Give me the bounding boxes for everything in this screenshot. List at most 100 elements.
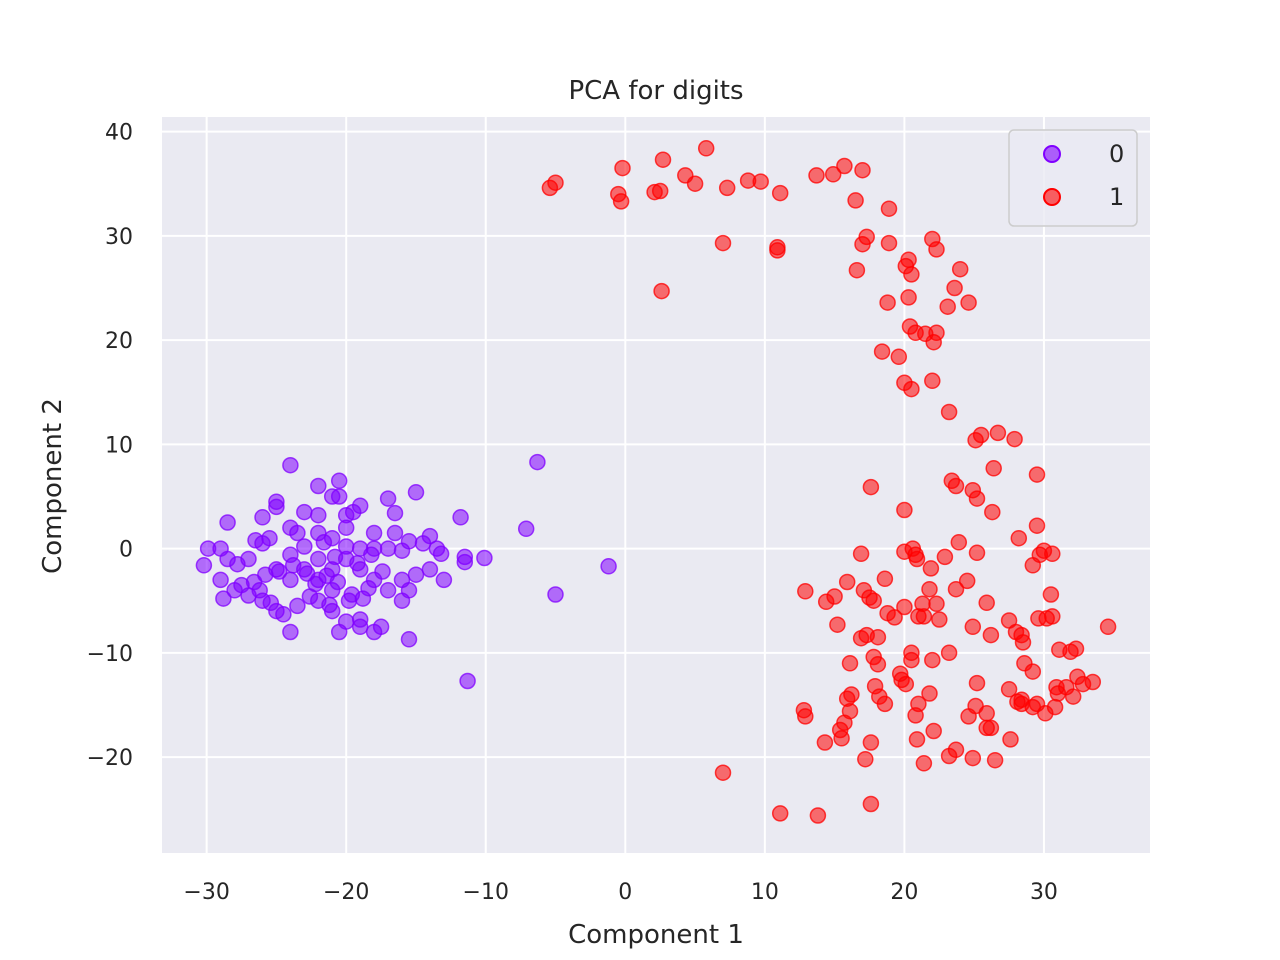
y-tick-label: 10	[105, 433, 133, 458]
data-point	[989, 424, 1007, 442]
data-point	[245, 573, 263, 591]
data-point	[752, 173, 769, 190]
data-point	[908, 731, 926, 748]
data-point	[809, 807, 827, 824]
data-point	[379, 582, 397, 599]
data-point	[654, 151, 672, 168]
data-point	[907, 707, 924, 724]
data-point	[862, 734, 880, 751]
data-point	[379, 490, 397, 507]
data-point	[296, 503, 313, 521]
legend-label-1: 1	[1109, 183, 1124, 211]
data-point	[1028, 466, 1046, 483]
data-point	[365, 524, 383, 542]
data-point	[344, 503, 362, 521]
data-point	[459, 672, 476, 690]
data-point	[289, 524, 306, 542]
data-point	[407, 484, 425, 501]
data-point	[896, 598, 913, 616]
y-tick-label: −20	[87, 746, 133, 771]
data-point	[968, 544, 986, 562]
legend-marker-1	[1043, 188, 1061, 206]
data-point	[873, 343, 891, 360]
data-point	[686, 175, 704, 192]
data-point	[862, 478, 880, 496]
data-point	[829, 616, 846, 633]
data-point	[653, 282, 670, 300]
x-tick-label: 30	[1030, 880, 1058, 905]
data-point	[718, 179, 736, 197]
y-tick-label: 0	[119, 538, 133, 563]
data-point	[330, 472, 348, 490]
data-point	[886, 609, 903, 626]
data-point	[857, 750, 874, 768]
data-point	[771, 184, 789, 202]
data-point	[329, 573, 347, 591]
data-point	[476, 549, 493, 567]
data-point	[903, 266, 920, 283]
data-point	[321, 596, 338, 614]
data-point	[1044, 608, 1061, 625]
data-point	[903, 380, 920, 398]
data-point	[310, 506, 327, 524]
x-axis-ticks: −30 −20 −10 0 10 20 30	[183, 880, 1058, 905]
data-point	[195, 557, 213, 574]
data-point	[529, 453, 546, 471]
data-point	[612, 193, 630, 210]
data-point	[1099, 618, 1117, 636]
data-point	[903, 651, 920, 669]
data-point	[1046, 698, 1064, 716]
data-point	[219, 514, 236, 531]
data-point	[869, 656, 887, 673]
data-point	[1002, 731, 1019, 748]
data-point	[951, 260, 969, 278]
data-point	[374, 563, 391, 580]
data-point	[968, 490, 986, 507]
data-point	[270, 563, 288, 580]
data-point	[921, 685, 938, 702]
data-point	[964, 618, 982, 636]
data-point	[651, 182, 669, 200]
data-point	[862, 795, 880, 813]
data-point	[928, 595, 945, 613]
y-tick-label: −10	[87, 642, 133, 667]
x-axis-label: Component 1	[568, 920, 744, 950]
data-point	[1067, 640, 1085, 657]
data-point	[958, 572, 976, 590]
data-point	[852, 545, 870, 563]
data-point	[400, 582, 418, 599]
data-point	[836, 157, 853, 175]
data-point	[1064, 688, 1082, 705]
data-point	[1042, 586, 1060, 603]
data-point	[972, 426, 990, 444]
legend: 0 1	[1008, 129, 1138, 227]
data-point	[985, 460, 1002, 477]
data-point	[928, 241, 945, 258]
data-point	[854, 235, 871, 253]
data-point	[1014, 634, 1032, 651]
data-point	[337, 519, 355, 536]
data-point	[1028, 517, 1046, 534]
data-point	[456, 553, 474, 571]
data-point	[950, 534, 968, 551]
data-point	[947, 580, 965, 598]
series-1	[541, 140, 1117, 824]
data-point	[978, 594, 995, 612]
data-point	[349, 554, 366, 572]
data-point	[340, 592, 358, 609]
data-point	[946, 279, 963, 297]
data-point	[771, 805, 789, 822]
data-point	[400, 631, 418, 648]
data-point	[1044, 545, 1061, 563]
data-point	[925, 722, 942, 740]
legend-marker-0	[1043, 145, 1061, 163]
x-tick-label: 20	[890, 880, 918, 905]
data-point	[1000, 681, 1018, 698]
data-point	[1006, 430, 1023, 448]
data-point	[714, 764, 732, 781]
data-point	[960, 294, 977, 311]
data-point	[282, 456, 299, 474]
chart-title: PCA for digits	[568, 76, 743, 106]
data-point	[254, 509, 271, 526]
